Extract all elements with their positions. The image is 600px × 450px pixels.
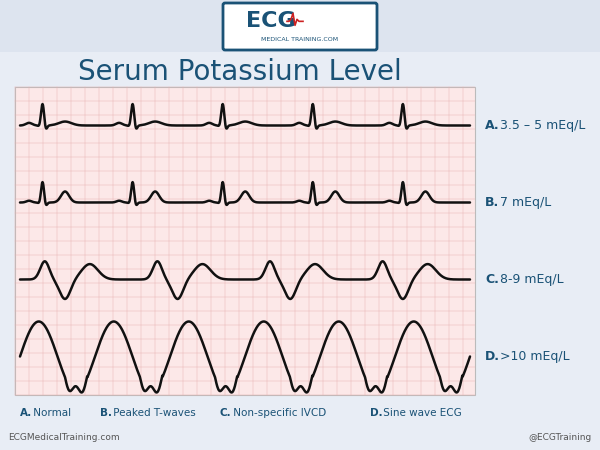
Text: MEDICAL TRAINING.COM: MEDICAL TRAINING.COM <box>262 37 338 42</box>
Text: D.: D. <box>370 408 383 418</box>
FancyBboxPatch shape <box>223 3 377 50</box>
Text: 3.5 – 5 mEq/L: 3.5 – 5 mEq/L <box>496 119 586 132</box>
Text: @ECGTraining: @ECGTraining <box>529 433 592 442</box>
Text: A.: A. <box>20 408 32 418</box>
Text: >10 mEq/L: >10 mEq/L <box>496 350 569 363</box>
Text: Normal: Normal <box>30 408 71 418</box>
Text: Peaked T-waves: Peaked T-waves <box>110 408 196 418</box>
Text: Non-specific IVCD: Non-specific IVCD <box>230 408 326 418</box>
Text: Sine wave ECG: Sine wave ECG <box>380 408 462 418</box>
Text: B.: B. <box>485 196 499 209</box>
Text: C.: C. <box>220 408 232 418</box>
Bar <box>15 87 475 395</box>
Text: B.: B. <box>100 408 112 418</box>
Bar <box>0 0 600 52</box>
Text: Serum Potassium Level: Serum Potassium Level <box>78 58 402 86</box>
Text: D.: D. <box>485 350 500 363</box>
Text: 7 mEq/L: 7 mEq/L <box>496 196 551 209</box>
Text: C.: C. <box>485 273 499 286</box>
Text: A.: A. <box>485 119 500 132</box>
Text: ECG: ECG <box>246 11 296 32</box>
Text: ECGMedicalTraining.com: ECGMedicalTraining.com <box>8 433 119 442</box>
Text: 8-9 mEq/L: 8-9 mEq/L <box>496 273 563 286</box>
